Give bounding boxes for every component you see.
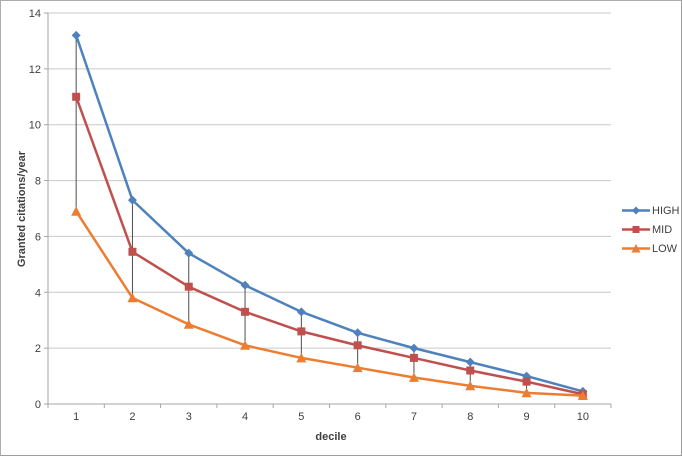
svg-text:2: 2 [129, 411, 135, 423]
svg-text:1: 1 [73, 411, 79, 423]
y-axis-title: Granted citations/year [16, 150, 28, 268]
svg-text:10: 10 [29, 120, 41, 132]
svg-text:12: 12 [29, 64, 41, 76]
svg-text:0: 0 [35, 399, 41, 411]
high-series-swatch-icon [622, 206, 650, 215]
legend-item-high: HIGH [622, 201, 680, 220]
svg-text:4: 4 [242, 411, 248, 423]
legend-label-low: LOW [652, 242, 678, 255]
svg-text:2: 2 [35, 343, 41, 355]
svg-text:7: 7 [411, 411, 417, 423]
legend-item-low: LOW [622, 239, 680, 258]
legend-label-high: HIGH [652, 204, 680, 217]
svg-text:6: 6 [35, 231, 41, 243]
svg-text:8: 8 [35, 176, 41, 188]
legend-label-mid: MID [652, 223, 673, 236]
svg-text:3: 3 [186, 411, 192, 423]
svg-text:14: 14 [29, 8, 41, 20]
svg-text:10: 10 [577, 411, 589, 423]
x-axis-title: decile [315, 431, 347, 443]
legend-item-mid: MID [622, 220, 680, 239]
svg-text:6: 6 [355, 411, 361, 423]
low-series-swatch-icon [622, 244, 650, 253]
legend: HIGH MID LOW [622, 201, 680, 258]
svg-text:9: 9 [523, 411, 529, 423]
svg-text:8: 8 [467, 411, 473, 423]
mid-series-swatch-icon [622, 226, 650, 233]
svg-text:5: 5 [298, 411, 304, 423]
svg-text:4: 4 [35, 287, 41, 299]
